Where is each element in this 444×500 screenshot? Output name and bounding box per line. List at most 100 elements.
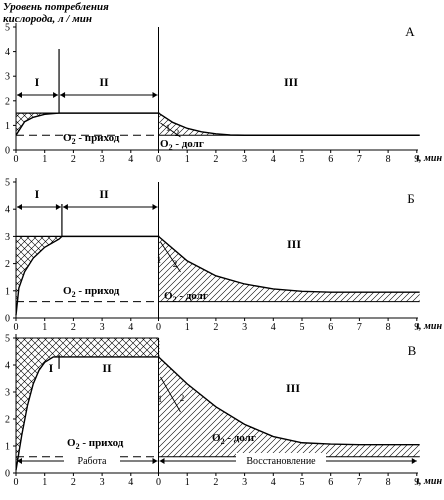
x-tick-label: 4 [271, 477, 276, 488]
zone-label-I: I [35, 75, 40, 89]
zone-label-II: II [99, 187, 109, 201]
arrow-head [62, 204, 68, 210]
y-axis-title-line1: Уровень потребления [3, 1, 109, 13]
x-tick-label: 4 [128, 477, 133, 488]
curve-number-label: 2 [175, 128, 180, 138]
arrow-head [152, 92, 158, 98]
arrow-head [152, 204, 158, 210]
x-tick-label: 9 [414, 322, 419, 333]
arrow-head [411, 458, 417, 464]
zone-label-I: I [35, 187, 40, 201]
x-tick-label: 1 [185, 322, 190, 333]
x-unit-label: t, мин [416, 153, 442, 164]
x-tick-label: 2 [213, 322, 218, 333]
oxygen-debt-area [158, 356, 420, 457]
work-label-bg [64, 453, 120, 467]
oxygen-deficit-area [16, 113, 60, 136]
x-tick-label: 2 [213, 477, 218, 488]
panel-letter: Б [407, 191, 414, 206]
y-tick-label: 3 [5, 72, 10, 83]
x-tick-label: 5 [300, 322, 305, 333]
panel-letter: А [405, 24, 415, 39]
curve-number-label: 1 [157, 255, 162, 265]
x-tick-label: 5 [300, 154, 305, 165]
oxygen-intake-label: O2 - приход [63, 285, 120, 299]
x-tick-label: 0 [14, 154, 19, 165]
x-tick-label: 0 [156, 477, 161, 488]
x-tick-label: 3 [242, 322, 247, 333]
recovery-curve [158, 235, 420, 293]
x-tick-label: 9 [414, 477, 419, 488]
oxygen-intake-curve [15, 356, 160, 471]
oxygen-intake-label: O2 - приход [63, 132, 120, 146]
y-tick-label: 1 [5, 121, 10, 132]
oxygen-debt-area [158, 236, 420, 302]
arrow-head [60, 92, 66, 98]
arrow-head [17, 458, 22, 464]
x-tick-label: 6 [328, 322, 333, 333]
x-tick-label: 4 [271, 154, 276, 165]
y-tick-label: 1 [5, 286, 10, 297]
x-tick-label: 0 [14, 322, 19, 333]
x-tick-label: 3 [100, 322, 105, 333]
x-tick-label: 7 [357, 477, 362, 488]
x-tick-label: 3 [242, 154, 247, 165]
y-tick-label: 2 [5, 259, 10, 270]
oxygen-debt-area [158, 113, 420, 136]
x-tick-label: 2 [71, 322, 76, 333]
arrow-head [152, 458, 158, 464]
recovery-phase-label: Восстановление [246, 456, 316, 467]
x-tick-label: 1 [42, 154, 47, 165]
x-tick-label: 4 [128, 322, 133, 333]
oxygen-debt-label: O2 - долг [160, 138, 204, 152]
x-tick-label: 3 [242, 477, 247, 488]
recovery-curve [158, 356, 420, 446]
zone-label-III: III [284, 75, 298, 89]
oxygen-intake-curve [15, 112, 160, 136]
y-tick-label: 2 [5, 415, 10, 426]
zone-label-II: II [102, 361, 112, 375]
curve-number-label: 2 [180, 393, 185, 403]
x-unit-label: t, мин [416, 321, 442, 332]
x-tick-label: 2 [71, 154, 76, 165]
zone-label-III: III [286, 381, 300, 395]
oxygen-intake-curve [15, 235, 160, 316]
x-tick-label: 8 [386, 322, 391, 333]
x-tick-label: 0 [156, 322, 161, 333]
curve-2-leader [160, 376, 181, 413]
zone-label-I: I [49, 361, 54, 375]
oxygen-intake-label: O2 - приход [67, 437, 124, 451]
panel-letter: В [408, 343, 417, 358]
y-tick-label: 3 [5, 232, 10, 243]
x-unit-label: t, мин [416, 476, 442, 487]
y-tick-label: 5 [5, 334, 10, 345]
y-tick-label: 4 [5, 361, 10, 372]
y-tick-label: 5 [5, 178, 10, 189]
y-tick-label: 0 [5, 146, 10, 157]
x-tick-label: 7 [357, 154, 362, 165]
x-tick-label: 1 [185, 477, 190, 488]
x-tick-label: 2 [213, 154, 218, 165]
x-tick-label: 0 [156, 154, 161, 165]
x-tick-label: 4 [271, 322, 276, 333]
arrow-head [17, 92, 22, 98]
x-tick-label: 8 [386, 477, 391, 488]
curve-number-label: 1 [158, 394, 163, 404]
zone-label-III: III [287, 237, 301, 251]
y-tick-label: 2 [5, 96, 10, 107]
y-tick-label: 0 [5, 469, 10, 480]
curve-2-leader [160, 241, 181, 273]
y-axis-title-line2: кислорода, л / мин [3, 13, 92, 25]
x-tick-label: 1 [185, 154, 190, 165]
arrow-head [53, 92, 59, 98]
x-tick-label: 9 [414, 154, 419, 165]
recovery-curve [158, 112, 420, 136]
y-tick-label: 4 [5, 205, 10, 216]
y-tick-label: 3 [5, 388, 10, 399]
arrow-head [159, 458, 165, 464]
